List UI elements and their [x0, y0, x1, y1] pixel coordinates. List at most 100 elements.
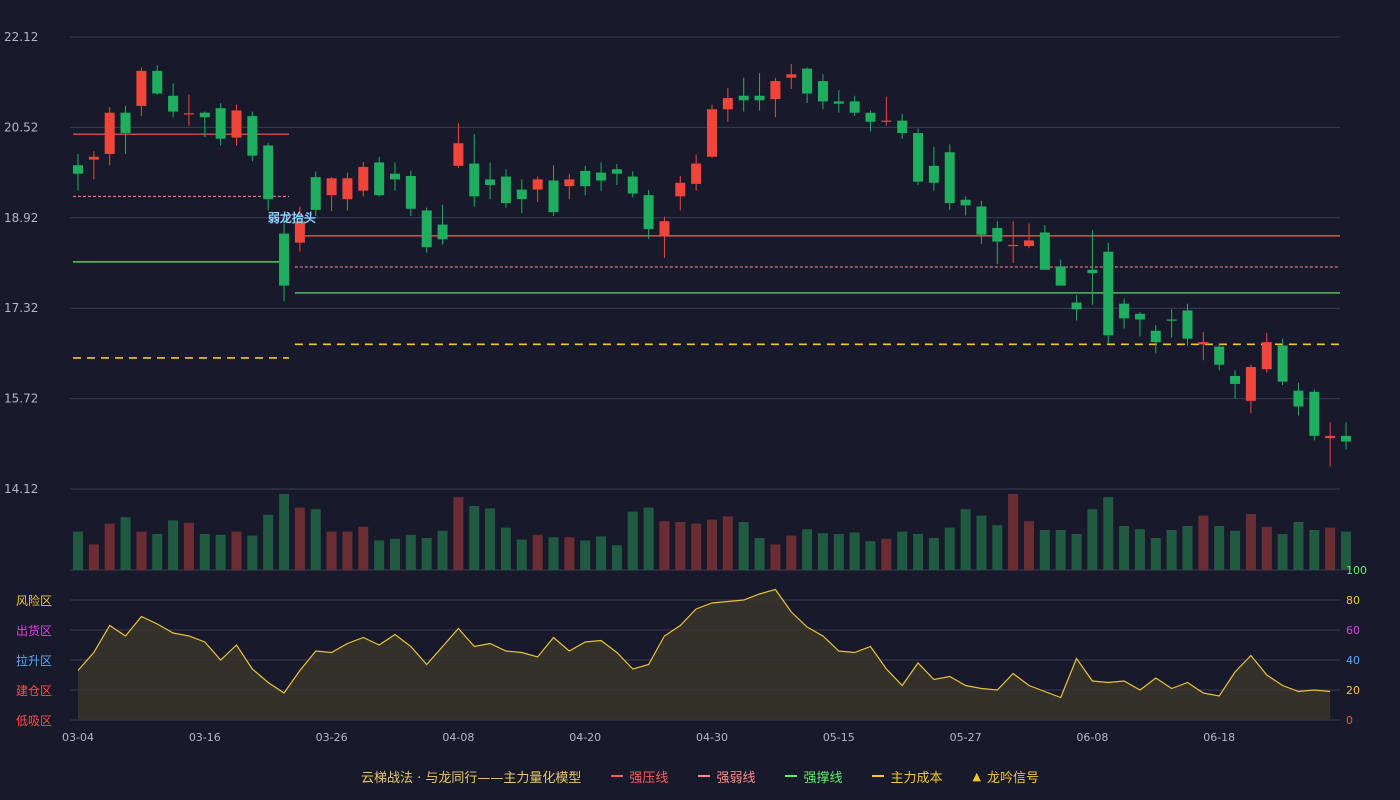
candle-body	[199, 112, 210, 118]
x-tick-label: 03-16	[189, 731, 221, 744]
legend-item-label: 强撑线	[803, 770, 843, 786]
candle-body	[73, 165, 83, 174]
candle-body	[136, 70, 147, 106]
candle-body	[532, 179, 543, 190]
legend-item[interactable]: 强撑线	[785, 767, 842, 786]
candle	[1293, 382, 1304, 416]
volume-bar	[1261, 526, 1272, 570]
candle	[294, 206, 305, 252]
candle	[1198, 331, 1209, 361]
candle	[1087, 230, 1098, 305]
volume-bar	[1024, 521, 1034, 570]
volume-bar	[976, 515, 987, 570]
candle	[469, 134, 480, 207]
x-tick-label: 03-04	[62, 731, 94, 744]
candle-body	[168, 95, 179, 112]
candle-body	[485, 179, 496, 186]
candle-body	[1134, 313, 1145, 320]
legend-item[interactable]: 强压线	[611, 767, 668, 786]
candle-body	[1214, 346, 1225, 365]
candle-body	[1230, 376, 1241, 384]
triangle-icon: ▲	[972, 769, 981, 783]
line-icon	[785, 775, 798, 777]
volume-bar	[738, 522, 749, 570]
volume-bar	[596, 536, 607, 570]
candle	[1024, 223, 1034, 249]
candle	[136, 67, 147, 117]
candle	[199, 111, 210, 138]
legend-title: 云梯战法 · 与龙同行——主力量化模型	[361, 770, 582, 786]
candle	[247, 111, 258, 162]
candle-body	[1166, 319, 1177, 321]
candle	[1150, 325, 1161, 354]
x-tick-label: 05-27	[950, 731, 982, 744]
candle-body	[754, 95, 765, 101]
volume-bar	[833, 534, 844, 570]
volume-bar	[263, 514, 274, 570]
candle-body	[1261, 342, 1272, 370]
candle-body	[1293, 390, 1304, 407]
candle	[152, 65, 163, 95]
volume-bar	[358, 526, 369, 570]
volume-bar	[1134, 529, 1145, 570]
volume-bar	[722, 516, 733, 570]
candle-body	[770, 81, 781, 100]
candle-body	[231, 110, 242, 138]
candle-body	[1119, 303, 1130, 319]
axis-labels: 22.12 20.52 18.92 17.32 15.72 14.12 100 80 60 40 2…	[4, 30, 1367, 744]
volume-bar	[897, 531, 908, 570]
volume-bar	[992, 525, 1003, 570]
legend-item[interactable]: 主力成本	[872, 767, 942, 786]
volume-bar	[580, 540, 591, 570]
volume-bar	[1055, 530, 1066, 570]
candle	[596, 162, 607, 191]
candle-body	[326, 178, 337, 196]
volume-bar	[960, 509, 971, 570]
candle	[1341, 422, 1351, 450]
candle	[437, 204, 448, 245]
dashed-line-icon	[698, 775, 711, 777]
candle	[913, 128, 924, 186]
legend-item[interactable]: 强弱线	[698, 767, 755, 786]
volume-bar	[421, 538, 432, 570]
volume-bar	[532, 534, 543, 570]
candle	[611, 164, 622, 186]
candles	[73, 64, 1351, 467]
legend-item[interactable]: ▲ 龙吟信号	[972, 767, 1038, 786]
volume-bar	[1325, 527, 1336, 570]
volume-bar	[754, 538, 765, 570]
volume-bar	[1277, 534, 1288, 570]
volume-bar	[199, 534, 210, 570]
volume-bar	[1245, 514, 1256, 570]
x-tick-label: 06-08	[1076, 731, 1108, 744]
x-tick-label: 05-15	[823, 731, 855, 744]
volume-bar	[73, 531, 83, 570]
price-tick-label: 17.32	[4, 301, 38, 315]
candle	[342, 172, 353, 211]
candle-body	[722, 98, 733, 110]
candle-body	[738, 95, 749, 101]
volume-bar	[707, 519, 717, 570]
volume-bar	[802, 529, 813, 570]
candle	[485, 162, 496, 200]
volume-bar	[485, 508, 496, 570]
volume-bar	[390, 538, 400, 570]
candle	[881, 96, 892, 126]
candle	[976, 200, 987, 244]
price-tick-label: 22.12	[4, 30, 38, 44]
volume-bar	[1039, 530, 1050, 570]
price-tick-label: 18.92	[4, 211, 38, 225]
volume-bar	[1230, 530, 1241, 570]
price-tick-label: 15.72	[4, 392, 38, 406]
candle	[897, 113, 908, 139]
x-tick-label: 04-30	[696, 731, 728, 744]
oscillator-line	[77, 588, 1331, 699]
volume-bar	[1008, 494, 1019, 570]
candle	[802, 67, 813, 104]
candle-body	[865, 112, 876, 122]
candle-body	[849, 101, 860, 113]
candle	[1325, 422, 1336, 467]
candle	[1039, 225, 1050, 270]
candle	[738, 77, 749, 112]
